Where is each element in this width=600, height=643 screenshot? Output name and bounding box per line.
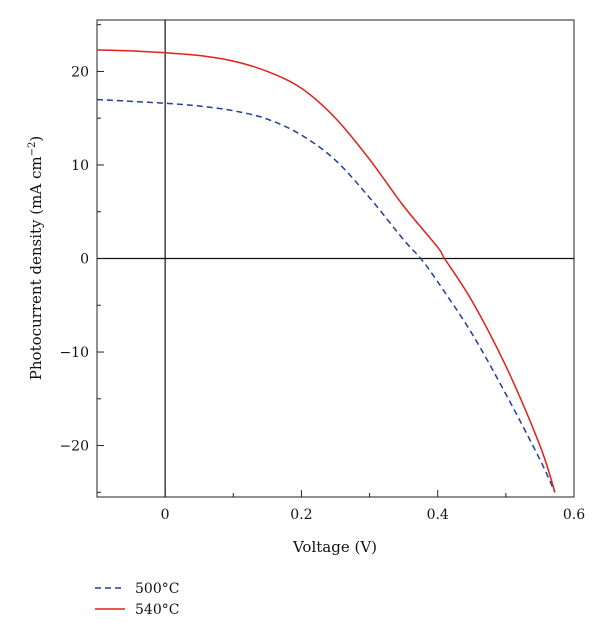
series-line-0 [96, 98, 556, 493]
x-axis-title: Voltage (V) [292, 538, 377, 556]
y-tick-label: 20 [71, 64, 89, 80]
y-tick-label: −20 [59, 439, 89, 455]
series-layer [96, 49, 556, 493]
legend-label-500: 500°C [135, 581, 179, 597]
y-tick-label: 0 [80, 252, 89, 268]
legend-label-540: 540°C [135, 602, 179, 618]
x-axis-ticks: 0 0.2 0.4 0.6 [96, 490, 585, 523]
y-tick-label: −10 [59, 345, 89, 361]
y-tick-label: 10 [71, 158, 89, 174]
legend: 500°C 540°C [95, 581, 179, 618]
y-axis-title: Photocurrent density (mA cm−2) [27, 136, 45, 380]
series-line-1 [96, 49, 556, 493]
x-tick-label: 0.6 [563, 507, 585, 523]
y-axis-ticks: −20 −10 0 10 20 [59, 24, 104, 493]
x-tick-label: 0 [161, 507, 170, 523]
x-tick-label: 0.2 [290, 507, 312, 523]
x-tick-label: 0.4 [427, 507, 449, 523]
y-axis-title-main: Photocurrent density (mA cm [27, 156, 45, 380]
y-axis-title-close: ) [27, 136, 45, 142]
y-axis-title-sup: −2 [27, 142, 38, 157]
